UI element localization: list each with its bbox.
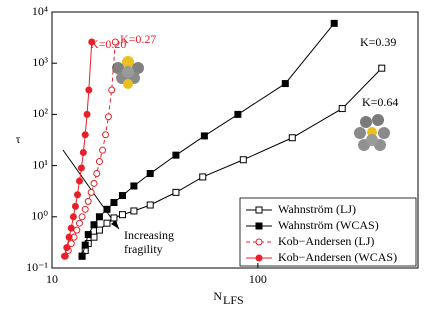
data-point [118, 211, 126, 219]
data-point [71, 202, 79, 210]
data-point [78, 213, 86, 221]
data-point [67, 240, 75, 248]
data-point [78, 252, 86, 260]
data-point [288, 134, 296, 142]
legend-label: Kob−Andersen (WCAS) [278, 250, 397, 264]
data-point [60, 252, 68, 260]
molecule-icon [112, 56, 144, 89]
data-point [130, 207, 138, 215]
y-tick-label: 10³ [32, 55, 48, 69]
legend-marker [255, 206, 263, 214]
data-point [111, 38, 119, 46]
data-point [338, 105, 346, 113]
data-point [130, 182, 138, 190]
data-point [102, 131, 110, 139]
data-point [90, 233, 98, 241]
plot-frame [51, 11, 419, 269]
data-point [75, 219, 83, 227]
annotation: K=0.64 [362, 95, 398, 109]
legend-label: Wahnström (LJ) [278, 202, 356, 216]
data-point [84, 231, 92, 239]
annotation: K=0.27 [120, 32, 156, 46]
data-point [69, 213, 77, 221]
y-tick-label: 10² [32, 106, 48, 120]
legend-label: Kob−Andersen (LJ) [278, 234, 374, 248]
y-tick-label: 10⁻¹ [26, 260, 48, 274]
data-point [73, 191, 81, 199]
data-point [81, 241, 89, 249]
data-point [90, 221, 98, 229]
data-point [95, 158, 103, 166]
data-point [200, 132, 208, 140]
data-point [110, 199, 118, 207]
data-point [103, 205, 111, 213]
legend-box [239, 197, 417, 267]
data-point [85, 86, 93, 94]
data-point [75, 177, 83, 185]
data-point [110, 214, 118, 222]
data-point [146, 170, 154, 178]
data-point [99, 146, 107, 154]
y-axis-label: τ [16, 132, 21, 146]
arrow-label: fragility [124, 242, 163, 256]
x-tick-label: 100 [249, 272, 267, 286]
data-point [234, 110, 242, 118]
data-point [65, 233, 73, 241]
y-tick-label: 10⁴ [32, 4, 48, 18]
x-tick-label: 10 [46, 272, 58, 286]
data-point [83, 110, 91, 118]
data-point [104, 113, 112, 121]
legend-label: Wahnström (WCAS) [278, 218, 379, 232]
data-point [172, 188, 180, 196]
legend-marker [255, 238, 263, 246]
data-point [90, 179, 98, 187]
data-point [108, 86, 116, 94]
arrow-head [111, 220, 119, 229]
data-point [81, 205, 89, 213]
data-point [172, 151, 180, 159]
data-point [87, 188, 95, 196]
data-point [93, 170, 101, 178]
x-axis-label-sub: LFS [223, 293, 244, 307]
data-point [95, 226, 103, 234]
data-point [103, 219, 111, 227]
data-point [281, 80, 289, 88]
data-point [84, 197, 92, 205]
data-point [77, 164, 85, 172]
legend-marker [255, 254, 263, 262]
data-point [95, 213, 103, 221]
data-point [146, 201, 154, 209]
data-point [79, 149, 87, 157]
x-axis-label: N [213, 289, 222, 303]
data-point [118, 192, 126, 200]
molecule-icon [354, 114, 390, 151]
arrow-label: Increasing [124, 228, 174, 242]
data-point [81, 131, 89, 139]
y-tick-label: 10⁰ [31, 209, 48, 223]
annotation: K=0.39 [360, 35, 396, 49]
data-point [199, 173, 207, 181]
y-tick-label: 10¹ [32, 157, 48, 171]
data-point [378, 64, 386, 72]
data-point [330, 19, 338, 27]
data-point [67, 224, 75, 232]
data-point [239, 156, 247, 164]
series-line [64, 41, 116, 257]
data-point [63, 244, 71, 252]
data-point [88, 38, 96, 46]
legend-marker [255, 222, 263, 230]
